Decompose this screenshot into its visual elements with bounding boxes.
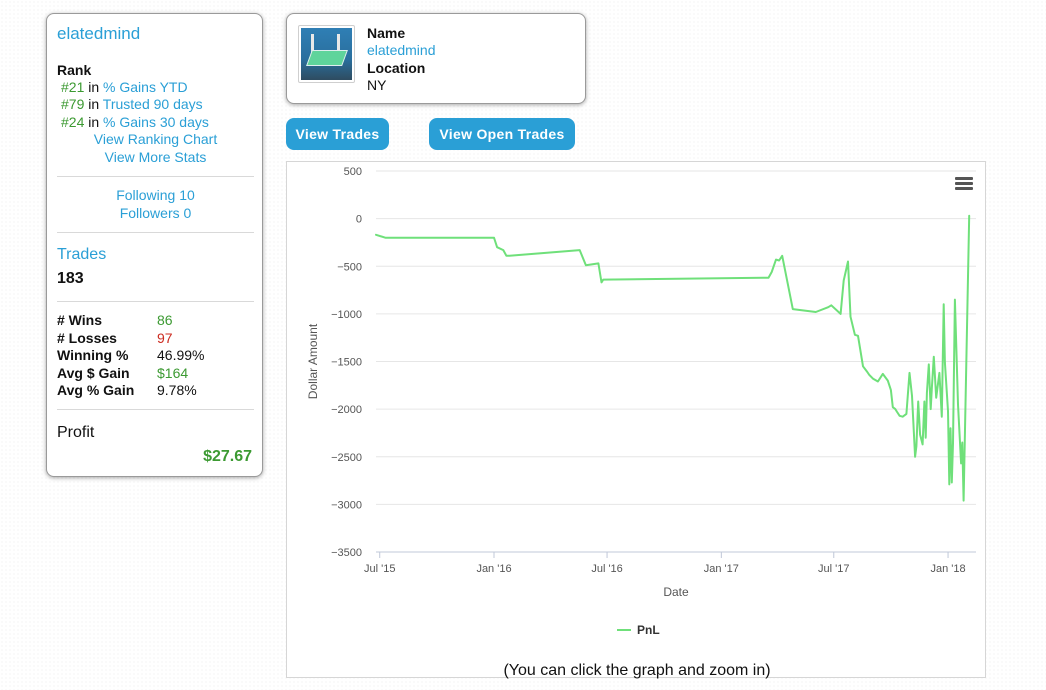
trades-count: 183 [57,270,84,287]
y-tick-label: −500 [337,261,362,273]
profile-card: elatedmind Rank #21 in % Gains YTD #79 i… [46,13,263,477]
rank-number: #24 [61,114,85,130]
stat-label-wins: # Wins [57,312,102,328]
y-tick-label: −3500 [331,547,362,559]
stat-value-wins: 86 [157,312,173,328]
legend-label: PnL [637,623,660,637]
x-axis-title: Date [663,585,689,599]
y-tick-label: 0 [356,214,362,226]
stat-value-losses: 97 [157,330,173,346]
x-tick-label: Jan '18 [930,563,965,575]
view-more-stats-link[interactable]: View More Stats [104,149,207,165]
followers-link[interactable]: Followers 0 [119,205,192,221]
x-tick-label: Jul '16 [591,563,622,575]
rank-in: in [88,79,100,95]
stat-value-winning-pct: 46.99% [157,347,205,363]
y-tick-label: −1000 [331,309,362,321]
y-axis-title: Dollar Amount [306,323,320,399]
stat-label-losses: # Losses [57,330,117,346]
rank-row: #21 in % Gains YTD [61,79,188,95]
chart-menu-icon[interactable] [955,177,973,191]
x-tick-label: Jan '16 [476,563,511,575]
rank-row: #24 in % Gains 30 days [61,114,209,130]
chart-card[interactable]: 500 0 −500 −1000 −1500 −2000 −2500 −3000 −3500 Ju… [286,161,986,679]
y-tick-label: 500 [344,166,362,178]
rank-heading: Rank [57,62,92,78]
rank-row: #79 in Trusted 90 days [61,96,203,112]
divider [57,409,254,410]
x-tick-label: Jul '15 [364,563,395,575]
rank-category-link[interactable]: % Gains 30 days [103,114,209,130]
avatar-image [301,28,352,80]
x-tick-label: Jul '17 [818,563,849,575]
rank-category-link[interactable]: % Gains YTD [103,79,188,95]
location-label: Location [367,60,426,76]
rank-category-link[interactable]: Trusted 90 days [102,96,203,112]
y-tick-label: −3000 [331,499,362,511]
rank-number: #21 [61,79,85,95]
name-label: Name [367,25,406,41]
stat-label-winning-pct: Winning % [57,347,129,363]
location-value: NY [367,77,387,93]
view-open-trades-button[interactable]: View Open Trades [429,118,575,150]
following-link[interactable]: Following 10 [116,187,195,203]
trades-heading: Trades [57,246,107,263]
rank-in: in [88,114,100,130]
view-ranking-chart-link[interactable]: View Ranking Chart [93,131,218,147]
divider [57,176,254,177]
series-line-pnl [375,214,971,502]
y-tick-label: −2000 [331,404,362,416]
chart-zoom-hint: (You can click the graph and zoom in) [503,662,771,679]
y-tick-label: −2500 [331,452,362,464]
y-tick-label: −1500 [331,357,362,369]
stat-value-avg-dollar-gain: $164 [157,365,189,381]
stat-label-avg-dollar-gain: Avg $ Gain [57,365,130,381]
profit-value: $27.67 [203,448,252,465]
stat-value-avg-pct-gain: 9.78% [157,382,197,398]
rank-number: #79 [61,96,85,112]
avatar [298,25,355,83]
divider [57,232,254,233]
divider [57,301,254,302]
stat-label-avg-pct-gain: Avg % Gain [57,382,135,398]
username-link[interactable]: elatedmind [57,24,141,43]
pnl-chart[interactable]: 5000−500−1000−1500−2000−2500−3000−3500Ju… [287,162,985,677]
rank-in: in [88,96,100,112]
name-value-link[interactable]: elatedmind [367,42,436,58]
profit-label: Profit [57,424,95,441]
view-trades-button[interactable]: View Trades [286,118,389,150]
name-card: Name elatedmind Location NY [286,13,586,104]
x-tick-label: Jan '17 [704,563,739,575]
